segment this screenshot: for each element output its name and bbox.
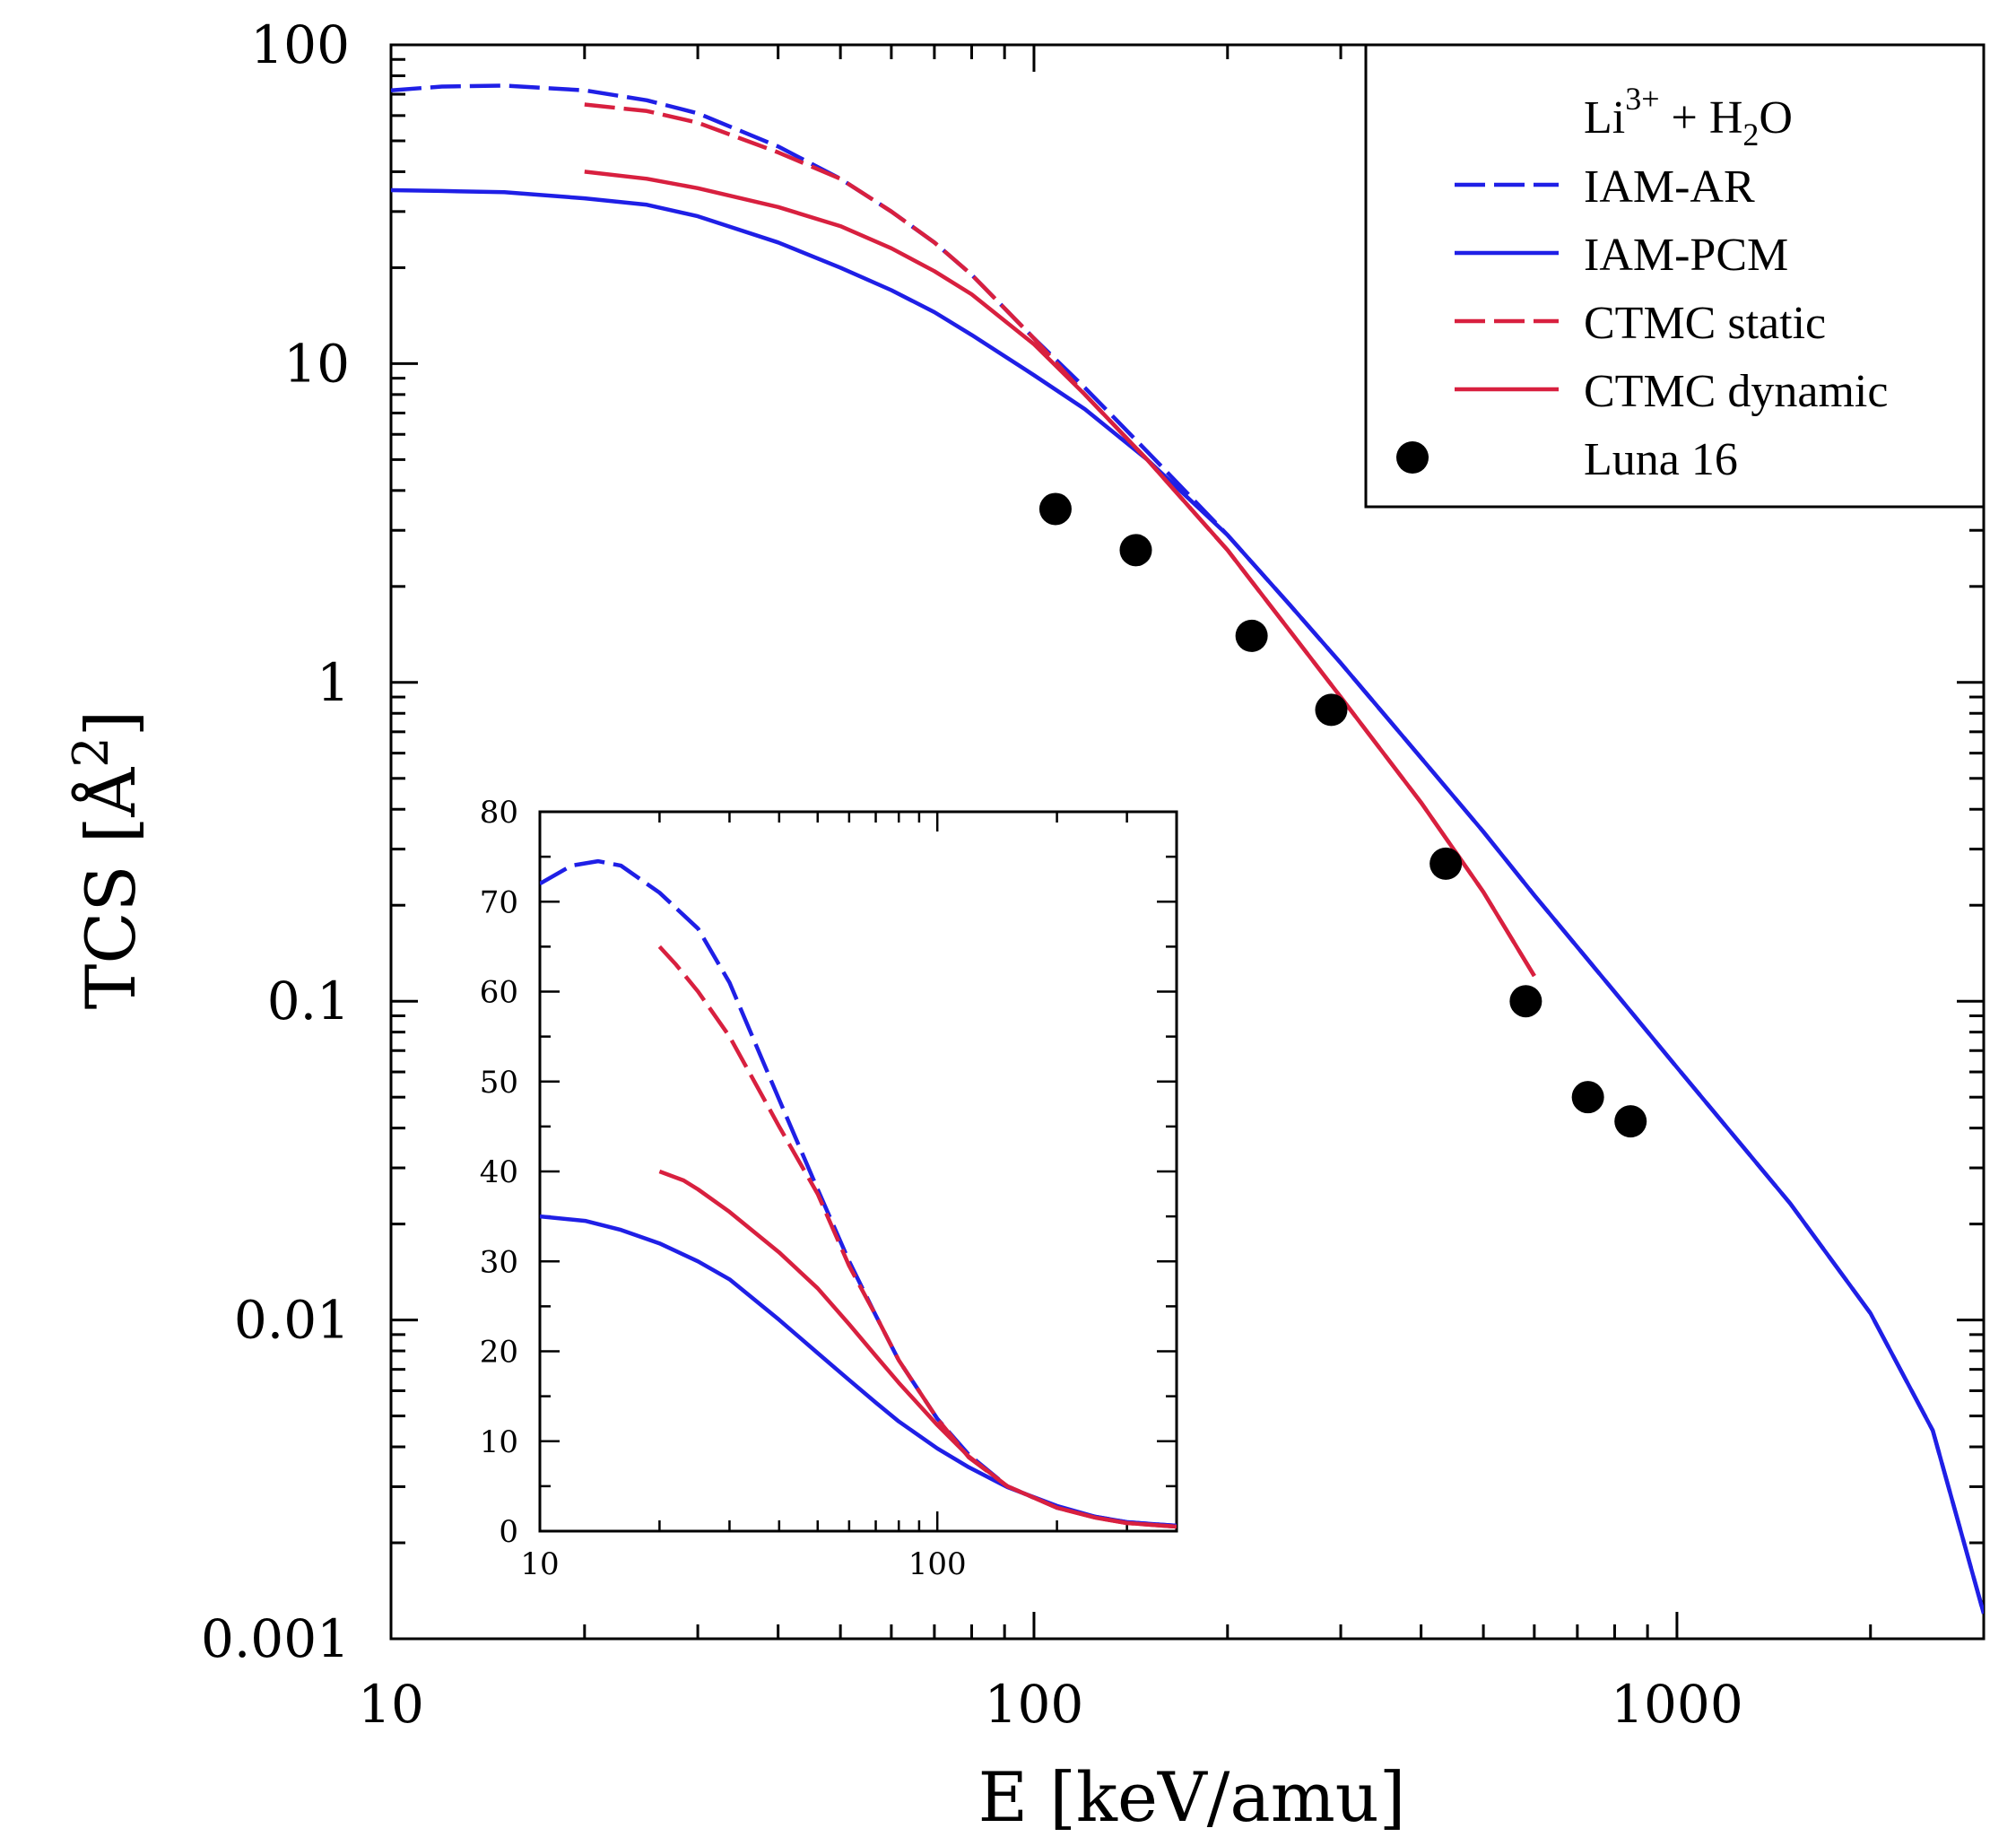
inset-y-tick-label: 10 bbox=[480, 1424, 518, 1460]
legend-ctmc-dynamic-label: CTMC dynamic bbox=[1584, 366, 1888, 417]
inset-y-tick-label: 70 bbox=[480, 884, 518, 920]
legend-luna-16-label: Luna 16 bbox=[1584, 434, 1738, 485]
main-ctmc-dynamic-line bbox=[584, 170, 1536, 978]
main-x-tick-label: 10 bbox=[358, 1674, 424, 1735]
luna-16-marker bbox=[1235, 619, 1268, 652]
inset-y-tick-label: 80 bbox=[480, 795, 518, 831]
y-axis-label-base: TCS [ bbox=[71, 817, 151, 1010]
inset-y-tick-label: 40 bbox=[480, 1154, 518, 1190]
inset-y-tick-label: 20 bbox=[480, 1335, 518, 1371]
y-axis-label-exp: 2 bbox=[63, 736, 119, 767]
main-y-tick-label: 0.01 bbox=[234, 1290, 350, 1351]
luna-16-marker bbox=[1509, 985, 1542, 1018]
luna-16-marker bbox=[1614, 1105, 1647, 1138]
main-y-tick-label: 100 bbox=[250, 14, 350, 75]
luna-16-marker bbox=[1038, 492, 1072, 526]
legend-title: Li3+ + H2O bbox=[1584, 81, 1793, 152]
main-y-tick-label: 1 bbox=[317, 652, 350, 713]
legend-title-sup: 3+ bbox=[1625, 81, 1659, 117]
inset-plot-frame bbox=[538, 810, 1178, 1533]
legend-iam-pcm-label: IAM-PCM bbox=[1584, 230, 1788, 281]
legend-luna-16-marker bbox=[1396, 441, 1429, 474]
inset-ctmc-dynamic-line bbox=[658, 1169, 1177, 1529]
luna-16-marker bbox=[1571, 1081, 1604, 1114]
main-x-tick-label: 1000 bbox=[1611, 1674, 1743, 1735]
main-y-tick-label: 10 bbox=[283, 333, 350, 394]
main-plot-frame bbox=[389, 43, 1986, 1641]
luna-16-marker bbox=[1429, 847, 1463, 880]
main-y-tick-label: 0.1 bbox=[267, 971, 350, 1032]
x-axis-label: E [keV/amu] bbox=[978, 1757, 1406, 1837]
legend-title-base: Li bbox=[1584, 92, 1625, 144]
y-axis-label-unit: Å bbox=[70, 767, 151, 818]
inset-x-tick-label: 100 bbox=[908, 1546, 967, 1582]
inset-y-tick-label: 30 bbox=[480, 1244, 518, 1280]
inset-y-tick-label: 0 bbox=[499, 1514, 518, 1550]
y-axis-label: TCS [Å2] bbox=[63, 710, 151, 1010]
inset-y-tick-label: 50 bbox=[480, 1065, 518, 1101]
legend-ctmc-static-label: CTMC static bbox=[1584, 298, 1826, 349]
legend-title-end: O bbox=[1759, 92, 1793, 144]
legend-title-sub: 2 bbox=[1742, 117, 1759, 152]
main-series bbox=[391, 83, 1984, 1615]
main-y-tick-label: 0.001 bbox=[201, 1608, 350, 1669]
legend-title-mid: + H bbox=[1660, 92, 1743, 144]
luna-16-marker bbox=[1119, 534, 1152, 567]
main-x-tick-label: 100 bbox=[985, 1674, 1084, 1735]
legend-iam-ar-label: IAM-AR bbox=[1584, 161, 1755, 213]
y-axis-label-close: ] bbox=[71, 710, 151, 737]
inset-series bbox=[540, 858, 1177, 1529]
inset-x-tick-label: 10 bbox=[520, 1546, 559, 1582]
legend-frame bbox=[1364, 43, 1986, 509]
luna-16-marker bbox=[1315, 693, 1348, 727]
inset-y-tick-label: 60 bbox=[480, 975, 518, 1011]
main-iam-pcm-line bbox=[391, 187, 1984, 1615]
